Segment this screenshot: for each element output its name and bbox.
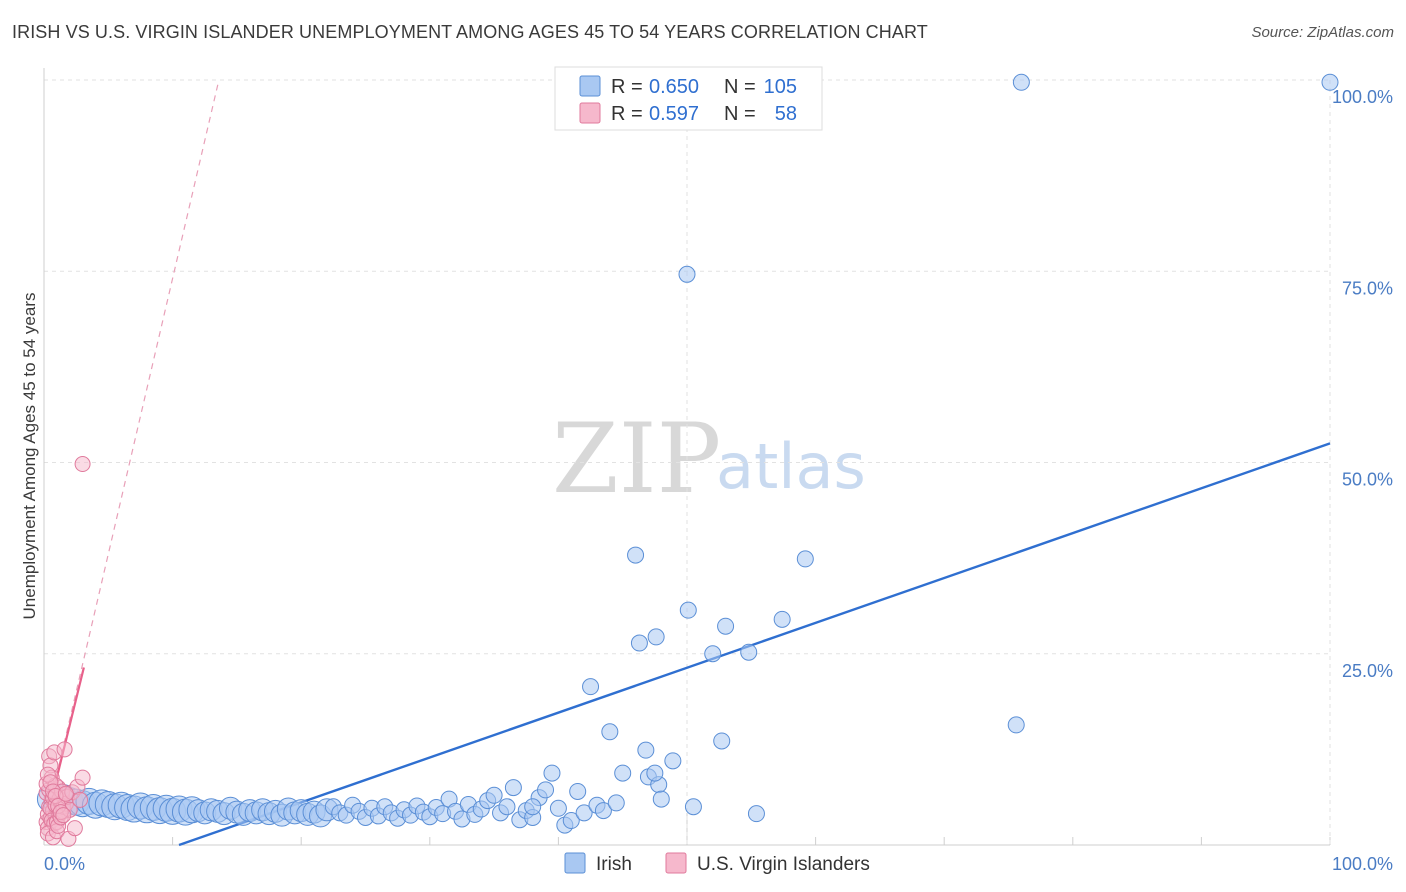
virgin-islanders-point xyxy=(72,791,89,808)
virgin-islanders-point xyxy=(66,820,83,837)
axes xyxy=(43,68,1330,846)
irish-point xyxy=(498,798,516,816)
irish-point xyxy=(717,617,735,635)
bottom-legend-label-irish: Irish xyxy=(596,854,632,875)
irish-point xyxy=(646,764,664,782)
irish-point xyxy=(575,804,593,822)
irish-point xyxy=(485,786,503,804)
source-credit: Source: ZipAtlas.com xyxy=(1251,24,1394,41)
irish-point xyxy=(1012,73,1030,91)
legend-r-label-virgin-islanders: R = xyxy=(611,103,643,125)
irish-point xyxy=(562,812,580,830)
chart-title: IRISH VS U.S. VIRGIN ISLANDER UNEMPLOYME… xyxy=(12,22,928,42)
irish-point xyxy=(524,798,542,816)
irish-point xyxy=(1321,73,1339,91)
irish-point xyxy=(504,779,522,797)
irish-point xyxy=(537,781,555,799)
legend-n-label-virgin-islanders: N = xyxy=(724,103,756,125)
series-virgin-islanders xyxy=(38,456,91,847)
watermark: ZIP atlas xyxy=(552,403,866,515)
irish-point xyxy=(678,265,696,283)
irish-point xyxy=(684,798,702,816)
legend-r-value-irish: 0.650 xyxy=(649,76,699,98)
irish-point xyxy=(630,634,648,652)
legend-n-label-irish: N = xyxy=(724,76,756,98)
irish-point xyxy=(740,643,758,661)
irish-point xyxy=(796,550,814,568)
virgin-islanders-point xyxy=(74,456,91,473)
x-tick-label: 100.0% xyxy=(1332,854,1393,874)
irish-point xyxy=(652,790,670,808)
tick-labels: 25.0% 50.0% 75.0% 100.0% 0.0% 100.0% xyxy=(44,87,1393,874)
legend-r-label-irish: R = xyxy=(611,76,643,98)
irish-point xyxy=(713,732,731,750)
irish-point xyxy=(679,601,697,619)
legend-n-value-virgin-islanders: 58 xyxy=(775,103,797,125)
irish-point xyxy=(601,723,619,741)
virgin-islanders-point xyxy=(74,769,91,786)
watermark-atlas: atlas xyxy=(716,430,866,503)
y-tick-label: 25.0% xyxy=(1342,661,1393,681)
irish-point xyxy=(594,802,612,820)
irish-point xyxy=(607,794,625,812)
irish-point xyxy=(747,805,765,823)
grid xyxy=(44,79,1331,845)
y-tick-label: 75.0% xyxy=(1342,278,1393,298)
y-tick-label: 50.0% xyxy=(1342,470,1393,490)
legend-swatch-virgin-islanders xyxy=(579,102,601,124)
watermark-zip: ZIP xyxy=(552,403,721,515)
irish-point xyxy=(1007,716,1025,734)
y-axis-label: Unemployment Among Ages 45 to 54 years xyxy=(20,293,39,620)
virgin-islanders-point xyxy=(57,785,74,802)
irish-point xyxy=(543,764,561,782)
legend-swatch-irish xyxy=(579,75,601,97)
irish-point xyxy=(773,610,791,628)
bottom-legend: Irish U.S. Virgin Islanders xyxy=(564,852,870,875)
legend-r-value-virgin-islanders: 0.597 xyxy=(649,103,699,125)
irish-point xyxy=(664,752,682,770)
bottom-legend-label-virgin-islanders: U.S. Virgin Islanders xyxy=(697,854,870,875)
irish-point xyxy=(614,764,632,782)
irish-point xyxy=(637,741,655,759)
irish-point xyxy=(627,546,645,564)
virgin-islanders-point xyxy=(56,741,73,758)
irish-point xyxy=(582,678,600,696)
bottom-legend-swatch-irish xyxy=(564,852,586,874)
x-tick-label: 0.0% xyxy=(44,854,85,874)
irish-point xyxy=(704,645,722,663)
trendline-irish xyxy=(178,442,1331,847)
irish-point xyxy=(647,628,665,646)
irish-point xyxy=(569,782,587,800)
trendline-virgin-islanders-dashed xyxy=(43,79,220,830)
bottom-legend-swatch-virgin-islanders xyxy=(665,852,687,874)
y-tick-label: 100.0% xyxy=(1332,87,1393,107)
legend-n-value-irish: 105 xyxy=(764,76,797,98)
legend: R = 0.650 N = 105 R = 0.597 N = 58 xyxy=(554,66,823,131)
irish-point xyxy=(549,799,567,817)
virgin-islanders-point xyxy=(55,807,72,824)
